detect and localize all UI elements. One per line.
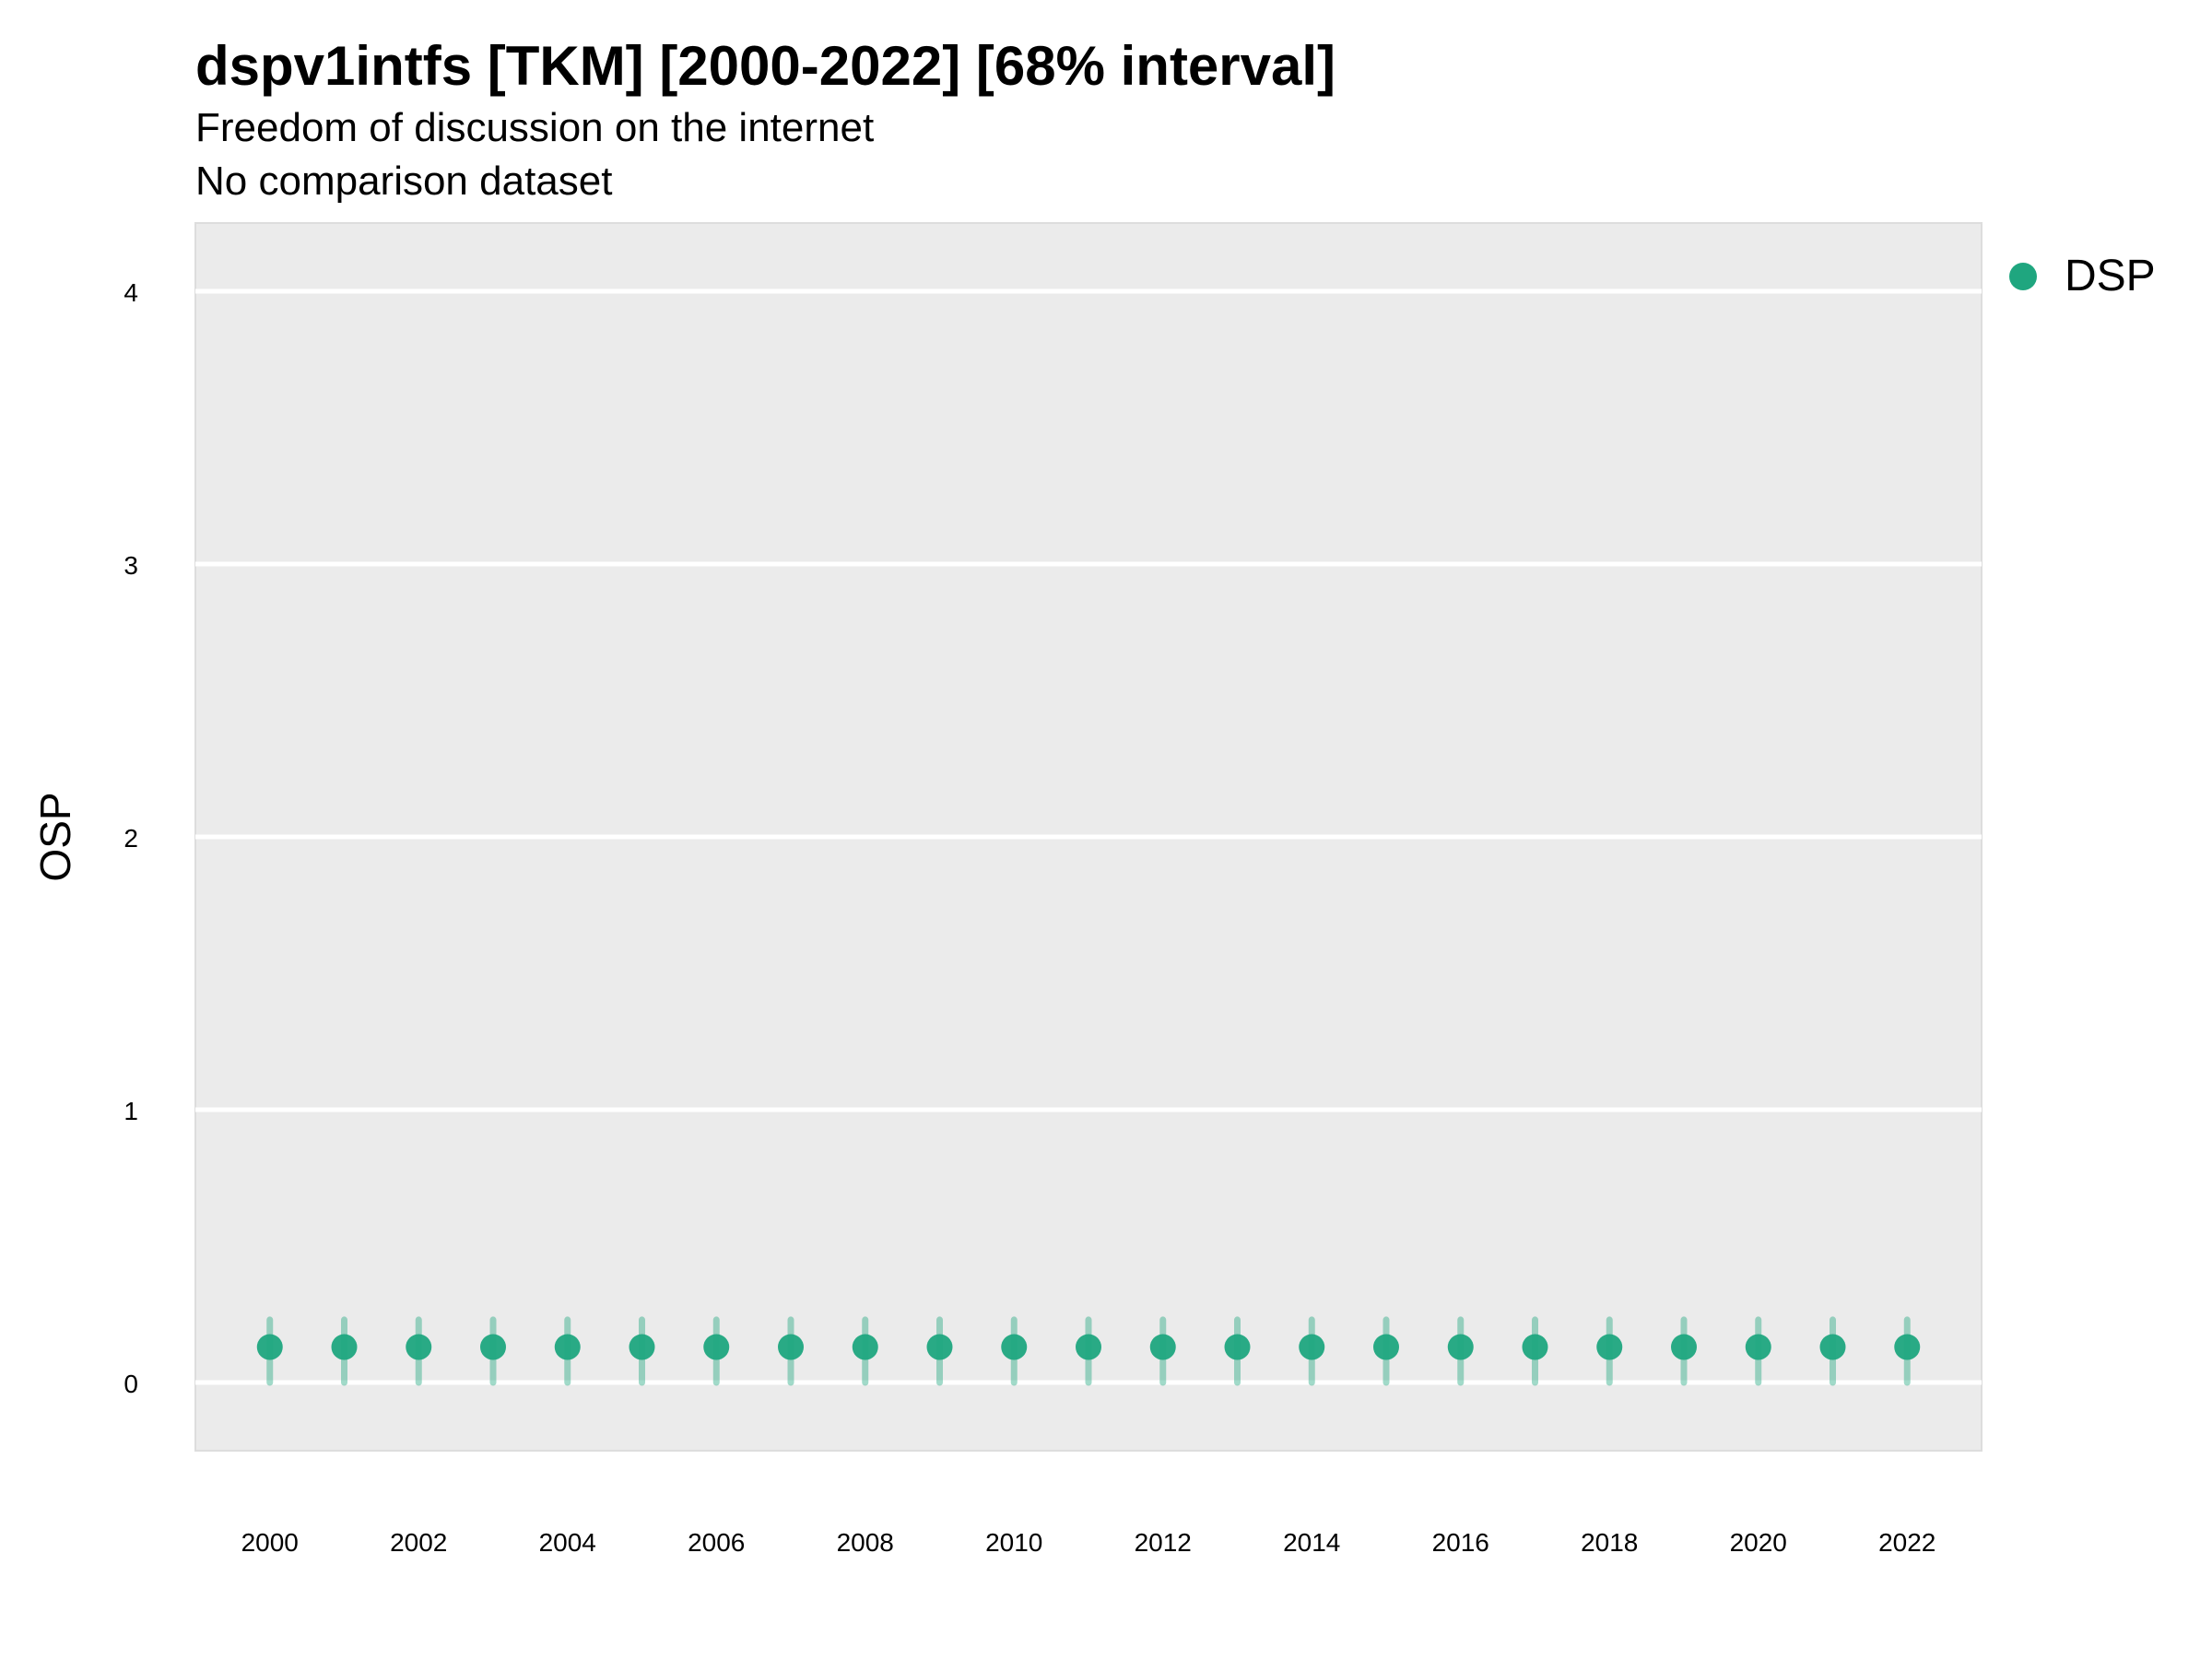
data-point — [852, 1334, 878, 1360]
data-point — [1076, 1334, 1101, 1360]
chart-subtitle-line-1: Freedom of discussion on the internet — [195, 105, 875, 150]
data-point — [1001, 1334, 1028, 1360]
data-points — [256, 1334, 1921, 1360]
x-tick-label: 2016 — [1432, 1528, 1489, 1557]
data-point — [1224, 1334, 1251, 1360]
y-gridlines — [195, 288, 1982, 1385]
y-axis-label: OSP — [31, 792, 79, 881]
data-point — [1522, 1334, 1548, 1360]
data-point — [331, 1334, 358, 1360]
data-point — [480, 1334, 506, 1360]
x-tick-label: 2002 — [390, 1528, 447, 1557]
data-point — [1149, 1334, 1176, 1360]
chart-subtitle-line-2: No comparison dataset — [195, 159, 613, 204]
data-point — [1671, 1334, 1697, 1360]
y-tick-label: 0 — [124, 1370, 138, 1398]
chart-title: dspv1intfs [TKM] [2000-2022] [68% interv… — [195, 35, 1336, 97]
y-tick-label: 3 — [124, 551, 138, 580]
data-point — [1745, 1334, 1771, 1360]
x-tick-label: 2004 — [539, 1528, 596, 1557]
data-point — [406, 1334, 432, 1360]
data-point — [926, 1334, 953, 1360]
y-tick-label: 4 — [124, 278, 138, 307]
x-tick-label: 2000 — [241, 1528, 299, 1557]
data-point — [1894, 1334, 1921, 1360]
data-point — [1447, 1334, 1474, 1360]
y-tick-labels: 0 1 2 3 4 — [124, 278, 138, 1398]
data-point — [703, 1334, 730, 1360]
data-point — [778, 1334, 804, 1360]
x-tick-label: 2010 — [985, 1528, 1042, 1557]
x-tick-label: 2018 — [1581, 1528, 1638, 1557]
data-point — [1373, 1334, 1399, 1360]
x-tick-label: 2022 — [1878, 1528, 1936, 1557]
x-tick-label: 2020 — [1730, 1528, 1787, 1557]
y-tick-label: 2 — [124, 824, 138, 853]
x-tick-label: 2008 — [837, 1528, 894, 1557]
legend: DSP — [2009, 249, 2156, 304]
data-point — [1596, 1334, 1623, 1360]
legend-label-dsp: DSP — [2065, 252, 2156, 300]
data-point — [1299, 1334, 1325, 1360]
x-tick-label: 2012 — [1135, 1528, 1192, 1557]
x-tick-label: 2014 — [1283, 1528, 1340, 1557]
y-tick-label: 1 — [124, 1097, 138, 1125]
data-point — [629, 1334, 655, 1360]
x-tick-label: 2006 — [688, 1528, 745, 1557]
data-point — [256, 1334, 283, 1360]
data-point — [1819, 1334, 1846, 1360]
x-tick-labels: 2000 2002 2004 2006 2008 2010 2012 2014 2016 2018… — [241, 1528, 1936, 1557]
legend-key-dsp — [2009, 263, 2037, 290]
data-point — [554, 1334, 581, 1360]
